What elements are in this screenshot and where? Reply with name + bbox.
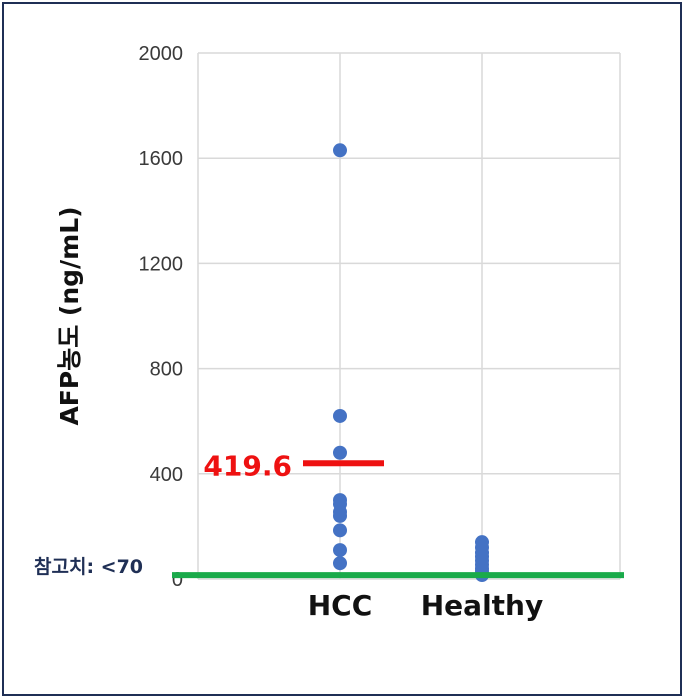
data-point [333,508,347,523]
y-tick-label: 400 [150,464,183,486]
reference-label: 참고치: <70 [34,556,143,578]
y-tick-label: 1200 [139,253,184,275]
mean-value-label: 419.6 [203,449,292,482]
x-category-label: HCC [308,589,373,622]
chart-frame [2,2,682,696]
y-tick-label: 800 [150,359,183,381]
y-tick-labels: 0 400 800 1200 1600 2000 [139,43,184,591]
y-tick-label: 2000 [139,43,184,65]
data-point [333,143,347,158]
y-tick-label: 1600 [139,148,184,170]
labels: HCC Healthy AFP농도 (ng/mL) 419.6 참고치: <70 [34,206,543,622]
x-category-label: Healthy [421,589,544,622]
annotation-lines [172,460,624,579]
data-point [333,445,347,460]
y-tick-label: 0 [172,569,183,591]
data-point [333,543,347,558]
data-point [333,408,347,423]
data-point [333,556,347,571]
gridlines [197,52,621,580]
y-axis-label: AFP농도 (ng/mL) [55,206,84,425]
data-point [333,523,347,538]
data-points [333,143,489,583]
